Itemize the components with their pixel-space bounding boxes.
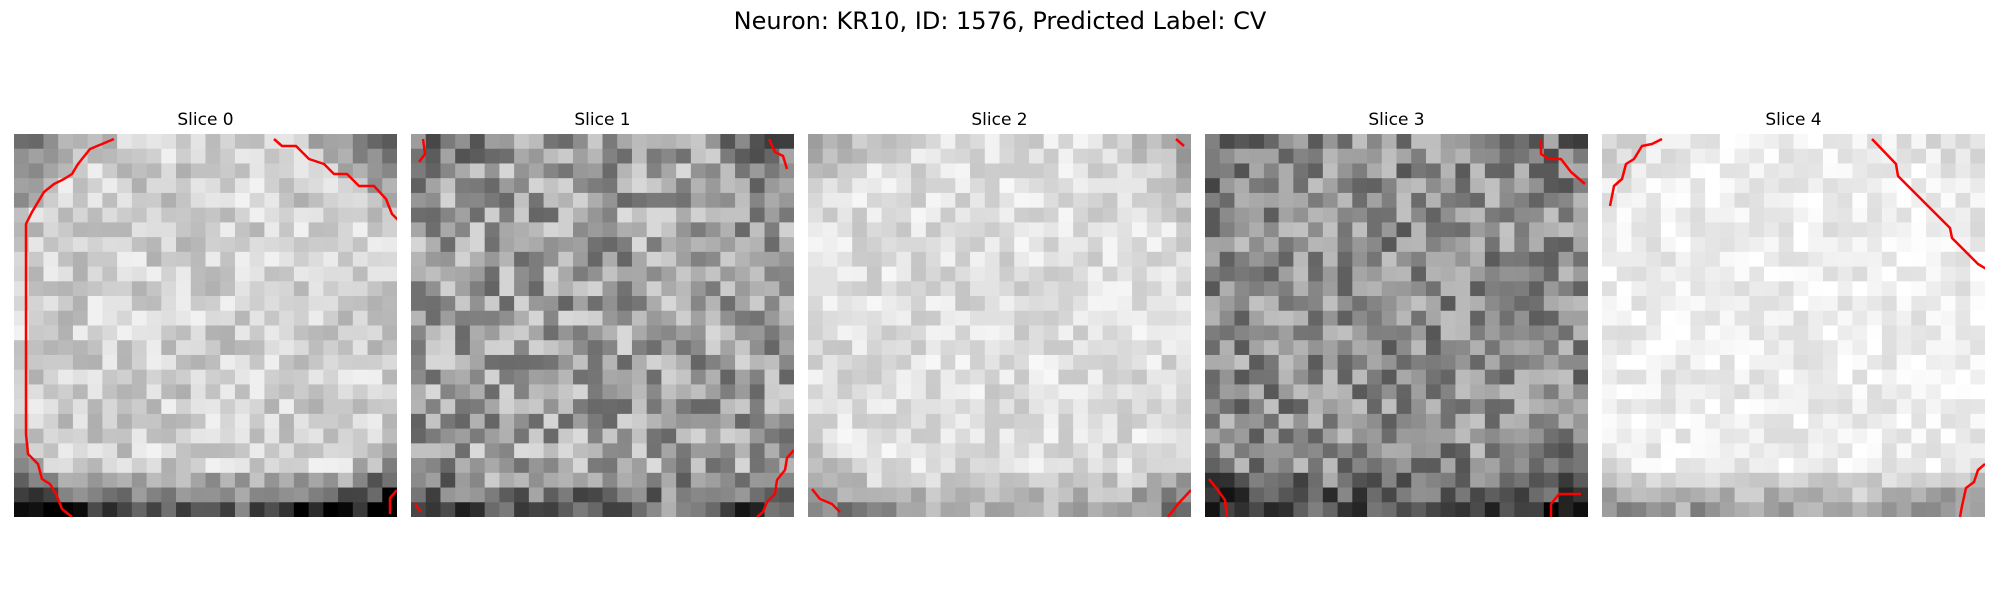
figure-title: Neuron: KR10, ID: 1576, Predicted Label:… — [0, 7, 2000, 35]
slice-panel-2: Slice 2 — [808, 108, 1191, 517]
slice-title-3: Slice 3 — [1205, 108, 1588, 132]
slice-panel-3: Slice 3 — [1205, 108, 1588, 517]
slice-image-2 — [808, 134, 1191, 517]
slice-image-4 — [1602, 134, 1985, 517]
slice-panel-4: Slice 4 — [1602, 108, 1985, 517]
slice-panel-1: Slice 1 — [411, 108, 794, 517]
slice-title-2: Slice 2 — [808, 108, 1191, 132]
slice-image-0 — [14, 134, 397, 517]
slice-title-1: Slice 1 — [411, 108, 794, 132]
slice-image-1 — [411, 134, 794, 517]
slice-panel-0: Slice 0 — [14, 108, 397, 517]
slice-title-4: Slice 4 — [1602, 108, 1985, 132]
slice-title-0: Slice 0 — [14, 108, 397, 132]
slice-image-3 — [1205, 134, 1588, 517]
